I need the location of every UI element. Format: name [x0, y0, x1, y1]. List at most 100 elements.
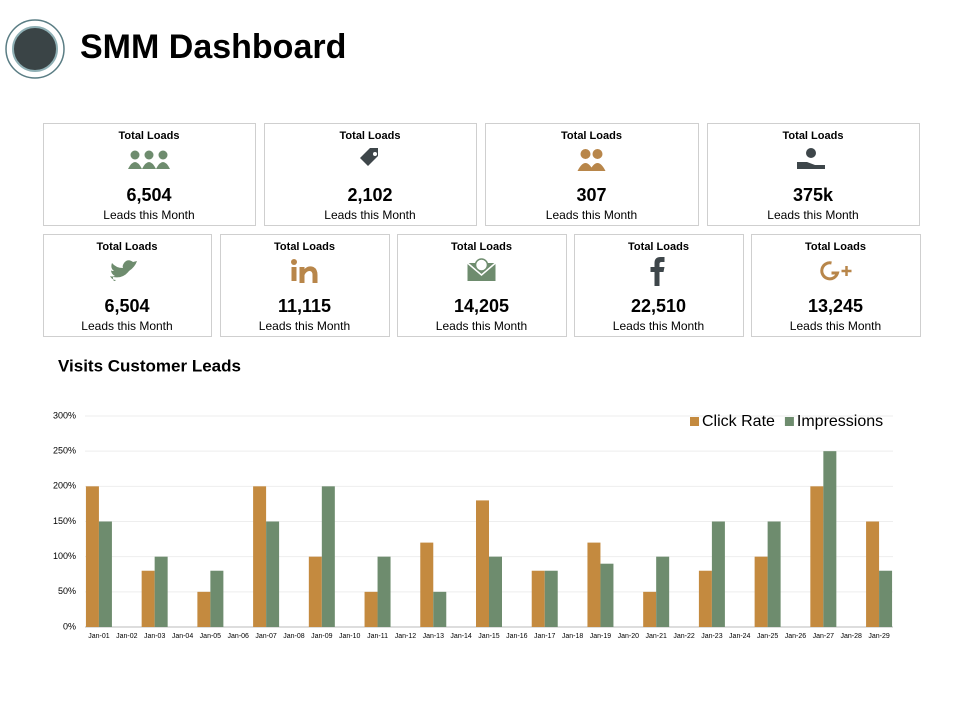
- x-tick-label: Jan-02: [116, 633, 138, 640]
- chart-title: Visits Customer Leads: [58, 356, 241, 375]
- card: [707, 123, 920, 226]
- bar: [308, 556, 322, 627]
- x-tick-label: Jan-14: [450, 633, 472, 640]
- bar: [197, 591, 211, 627]
- bar: [141, 570, 155, 627]
- card-value: 6,504: [104, 296, 149, 316]
- bar: [767, 521, 781, 627]
- bar: [364, 591, 378, 627]
- x-tick-label: Jan-15: [478, 633, 500, 640]
- card: [574, 234, 744, 337]
- icon: [156, 162, 170, 169]
- icon: [650, 257, 665, 286]
- icon: [144, 150, 154, 160]
- x-tick-label: Jan-16: [506, 633, 528, 640]
- x-tick-label: Jan-19: [590, 633, 612, 640]
- bar: [643, 591, 657, 627]
- x-tick-label: Jan-11: [367, 633, 388, 640]
- card-value: 14,205: [454, 296, 509, 316]
- icon: [580, 149, 591, 159]
- card-title: Total Loads: [561, 130, 622, 142]
- card-title: Total Loads: [805, 241, 866, 253]
- card-title: Total Loads: [119, 130, 180, 142]
- x-tick-label: Jan-26: [785, 633, 807, 640]
- y-tick-label: 50%: [58, 586, 76, 596]
- logo: [12, 26, 58, 72]
- y-tick-label: 200%: [53, 481, 76, 491]
- x-tick-label: Jan-13: [423, 633, 445, 640]
- bar: [433, 591, 447, 627]
- card-subtitle: Leads this Month: [259, 319, 350, 333]
- bar: [98, 521, 112, 627]
- icon: [373, 152, 377, 156]
- card-value: 307: [576, 185, 606, 205]
- card-value: 2,102: [347, 185, 392, 205]
- bar: [587, 542, 601, 627]
- bar: [476, 500, 489, 627]
- card-title: Total Loads: [97, 241, 158, 253]
- card: [220, 234, 390, 337]
- x-tick-label: Jan-27: [813, 633, 835, 640]
- bar: [754, 556, 768, 627]
- icon: [360, 148, 378, 166]
- card-title: Total Loads: [340, 130, 401, 142]
- card-subtitle: Leads this Month: [767, 208, 858, 222]
- icon: [291, 259, 297, 265]
- bar: [321, 486, 335, 627]
- y-tick-label: 300%: [53, 410, 76, 420]
- y-tick-label: 150%: [53, 516, 76, 526]
- card-value: 6,504: [126, 185, 171, 205]
- icon: [128, 162, 142, 169]
- bar: [600, 563, 614, 627]
- card-subtitle: Leads this Month: [324, 208, 415, 222]
- icon: [589, 163, 606, 171]
- card-subtitle: Leads this Month: [103, 208, 194, 222]
- icon: [806, 148, 816, 158]
- bar: [711, 521, 725, 627]
- card-title: Total Loads: [274, 241, 335, 253]
- x-tick-label: Jan-04: [172, 633, 194, 640]
- x-tick-label: Jan-17: [534, 633, 556, 640]
- card: [397, 234, 567, 337]
- bar: [810, 486, 824, 627]
- x-tick-label: Jan-10: [339, 633, 361, 640]
- x-tick-label: Jan-21: [645, 633, 667, 640]
- icon: [577, 163, 594, 171]
- card-title: Total Loads: [451, 241, 512, 253]
- card-subtitle: Leads this Month: [790, 319, 881, 333]
- legend-swatch: [784, 417, 794, 426]
- icon: [467, 262, 496, 276]
- icon: [467, 263, 496, 281]
- x-tick-label: Jan-20: [618, 633, 640, 640]
- x-tick-label: Jan-05: [200, 633, 222, 640]
- icon: [299, 266, 318, 283]
- x-tick-label: Jan-29: [868, 633, 890, 640]
- bar: [266, 521, 280, 627]
- icon: [592, 149, 603, 159]
- y-tick-label: 250%: [53, 446, 76, 456]
- bar: [253, 486, 267, 627]
- icon: [474, 258, 489, 272]
- x-tick-label: Jan-23: [701, 633, 723, 640]
- card: [485, 123, 699, 226]
- card: [264, 123, 477, 226]
- x-tick-label: Jan-28: [841, 633, 863, 640]
- legend-label: Click Rate: [702, 413, 775, 430]
- icon: [820, 261, 840, 281]
- card: [43, 234, 212, 337]
- x-tick-label: Jan-24: [729, 633, 751, 640]
- bar: [698, 570, 712, 627]
- x-tick-label: Jan-06: [228, 633, 250, 640]
- x-tick-label: Jan-18: [562, 633, 584, 640]
- bar: [85, 486, 99, 627]
- icon: [841, 266, 852, 276]
- x-tick-label: Jan-12: [395, 633, 417, 640]
- x-tick-label: Jan-09: [311, 633, 333, 640]
- icon: [110, 260, 137, 281]
- card: [751, 234, 921, 337]
- card-subtitle: Leads this Month: [613, 319, 704, 333]
- icon: [130, 150, 140, 160]
- icon: [142, 162, 156, 169]
- x-tick-label: Jan-03: [144, 633, 166, 640]
- card-subtitle: Leads this Month: [81, 319, 172, 333]
